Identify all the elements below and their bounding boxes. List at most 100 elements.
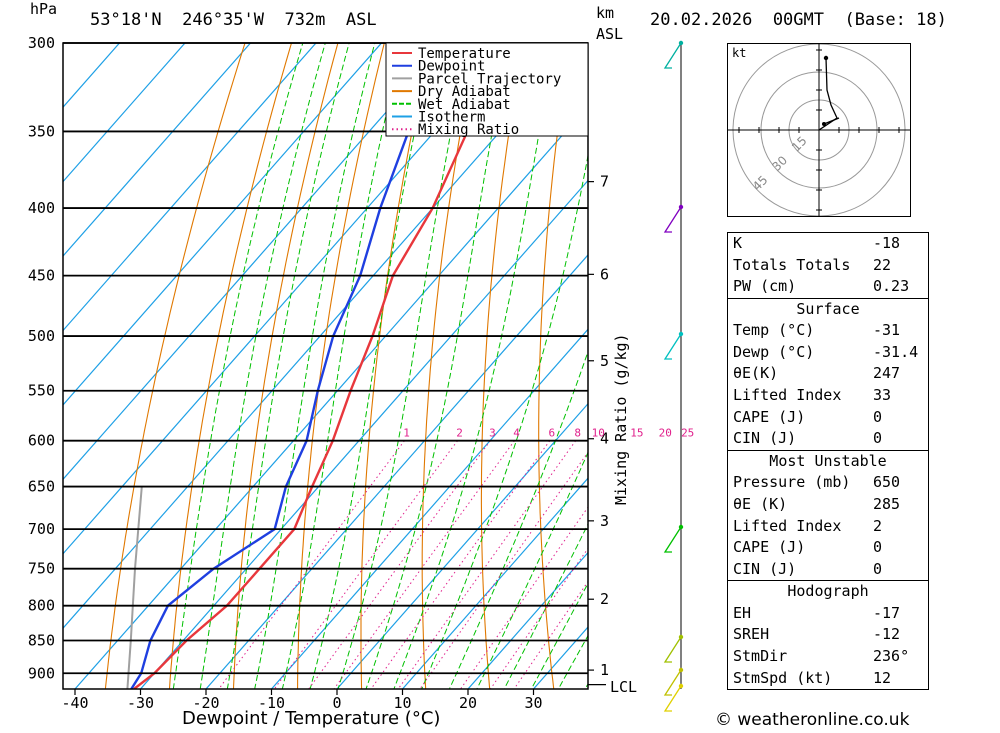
wet-adiabat xyxy=(337,43,470,689)
height-tick-label: 1 xyxy=(600,661,609,679)
pressure-tick-label: 350 xyxy=(28,122,55,140)
dry-adiabat xyxy=(538,43,571,689)
pressure-tick-label: 800 xyxy=(28,597,55,615)
mu-row: Pressure (mb) 650 xyxy=(728,472,928,494)
hodo-value: -17 xyxy=(873,603,901,622)
legend-label: Temperature xyxy=(418,46,511,62)
mixing-ratio-line xyxy=(397,440,577,689)
mixing-ratio-label: 15 xyxy=(630,427,643,440)
surface-key: CAPE (J) xyxy=(733,407,806,426)
pressure-tick-label: 650 xyxy=(28,478,55,496)
isotherm-line xyxy=(401,477,588,689)
pressure-tick-label: 550 xyxy=(28,382,55,400)
hodo-key: StmDir xyxy=(733,647,788,665)
mixing-ratio-label: 20 xyxy=(659,427,672,440)
temperature-tick-label: -20 xyxy=(192,694,219,712)
top-key: Totals Totals xyxy=(733,255,851,274)
hodo-value: -12 xyxy=(873,625,901,644)
temperature-tick-label: 0 xyxy=(332,694,341,712)
pressure-tick-label: 900 xyxy=(28,664,55,682)
surface-value: 33 xyxy=(873,386,892,405)
temperature-tick-label: -30 xyxy=(127,694,154,712)
surface-value: 0 xyxy=(873,429,883,448)
dry-adiabat xyxy=(360,43,432,689)
hodograph-panel: 15 30 45 kt xyxy=(727,43,911,217)
temperature-tick-label: -10 xyxy=(258,694,285,712)
most-unstable-title: Most Unstable xyxy=(728,449,928,473)
storm-motion-arrow xyxy=(823,117,840,125)
temperature-tick-label: -40 xyxy=(61,694,88,712)
surface-value: -31.4 xyxy=(873,342,919,361)
dry-adiabat xyxy=(986,3,1000,704)
surface-value: -31 xyxy=(873,321,901,340)
dry-adiabat xyxy=(168,43,293,689)
dry-adiabat xyxy=(296,43,385,689)
wet-adiabat xyxy=(281,43,404,689)
mixing-ratio-line xyxy=(370,440,551,689)
wet-adiabat xyxy=(254,43,376,689)
profile-parcel-trajectory xyxy=(126,486,143,689)
mu-key: Lifted Index xyxy=(733,516,842,535)
wet-adiabat xyxy=(557,634,588,689)
wind-barb xyxy=(663,685,682,712)
hodo-row: SREH -12 xyxy=(728,624,928,646)
legend-label: Wet Adiabat xyxy=(418,97,511,113)
pressure-tick-label: 850 xyxy=(28,631,55,649)
mixing-ratio-axis-label: Mixing Ratio (g/kg) xyxy=(612,333,630,505)
wet-adiabat xyxy=(393,43,556,689)
plot-frame xyxy=(62,42,589,690)
dry-adiabat xyxy=(480,43,525,689)
hodo-row: StmSpd (kt) 12 xyxy=(728,668,928,690)
mixing-ratio-label: 3 xyxy=(489,427,496,440)
height-tick-label: 2 xyxy=(600,590,609,608)
dry-adiabat xyxy=(648,3,685,704)
height-unit-km: km xyxy=(596,4,615,22)
lcl-label: LCL xyxy=(610,678,638,696)
surface-key: θE(K) xyxy=(733,364,779,383)
hodograph-end-dot xyxy=(823,55,829,61)
x-axis-label: Dewpoint / Temperature (°C) xyxy=(182,708,441,729)
surface-row: Temp (°C) -31 xyxy=(728,320,928,342)
wind-barb xyxy=(663,669,682,696)
wet-adiabat xyxy=(309,43,435,689)
top-row: K -18 xyxy=(728,233,928,255)
mu-row: Lifted Index 2 xyxy=(728,516,928,538)
hodograph-ring-label: 15 xyxy=(789,134,810,155)
mixing-ratio-label: 4 xyxy=(513,427,520,440)
dry-adiabat xyxy=(104,43,246,689)
top-value: 22 xyxy=(873,255,892,274)
pressure-tick-label: 450 xyxy=(28,267,55,285)
hodo-row: StmDir 236° xyxy=(728,646,928,668)
hodo-row: EH -17 xyxy=(728,603,928,625)
dry-adiabat xyxy=(232,43,339,689)
hodograph-unit: kt xyxy=(732,46,747,60)
wind-barb xyxy=(663,333,682,360)
hodo-value: 12 xyxy=(873,668,892,687)
isotherm-line xyxy=(63,43,121,109)
wind-barb xyxy=(663,206,682,233)
isotherm-line xyxy=(63,43,252,257)
hodo-key: SREH xyxy=(733,625,770,644)
mixing-ratio-line xyxy=(513,580,588,689)
height-unit-asl: ASL xyxy=(596,25,624,43)
legend-box xyxy=(385,42,589,137)
hodo-value: 236° xyxy=(873,647,910,665)
mu-key: Pressure (mb) xyxy=(733,473,851,492)
temperature-tick-label: 30 xyxy=(524,694,542,712)
mixing-ratio-line xyxy=(308,440,491,689)
isotherm-line xyxy=(63,43,317,332)
surface-key: CIN (J) xyxy=(733,429,797,448)
isotherm-line xyxy=(467,551,588,689)
mu-value: 650 xyxy=(873,473,901,492)
isotherm-line xyxy=(139,179,588,689)
pressure-tick-label: 500 xyxy=(28,327,55,345)
hodograph-ring-label: 30 xyxy=(769,153,790,174)
datetime-title: 20.02.2026 00GMT (Base: 18) xyxy=(650,10,947,30)
top-value: 0.23 xyxy=(873,277,910,296)
mixing-ratio-line xyxy=(218,440,405,689)
top-key: K xyxy=(733,234,743,252)
top-key: PW (cm) xyxy=(733,277,797,296)
